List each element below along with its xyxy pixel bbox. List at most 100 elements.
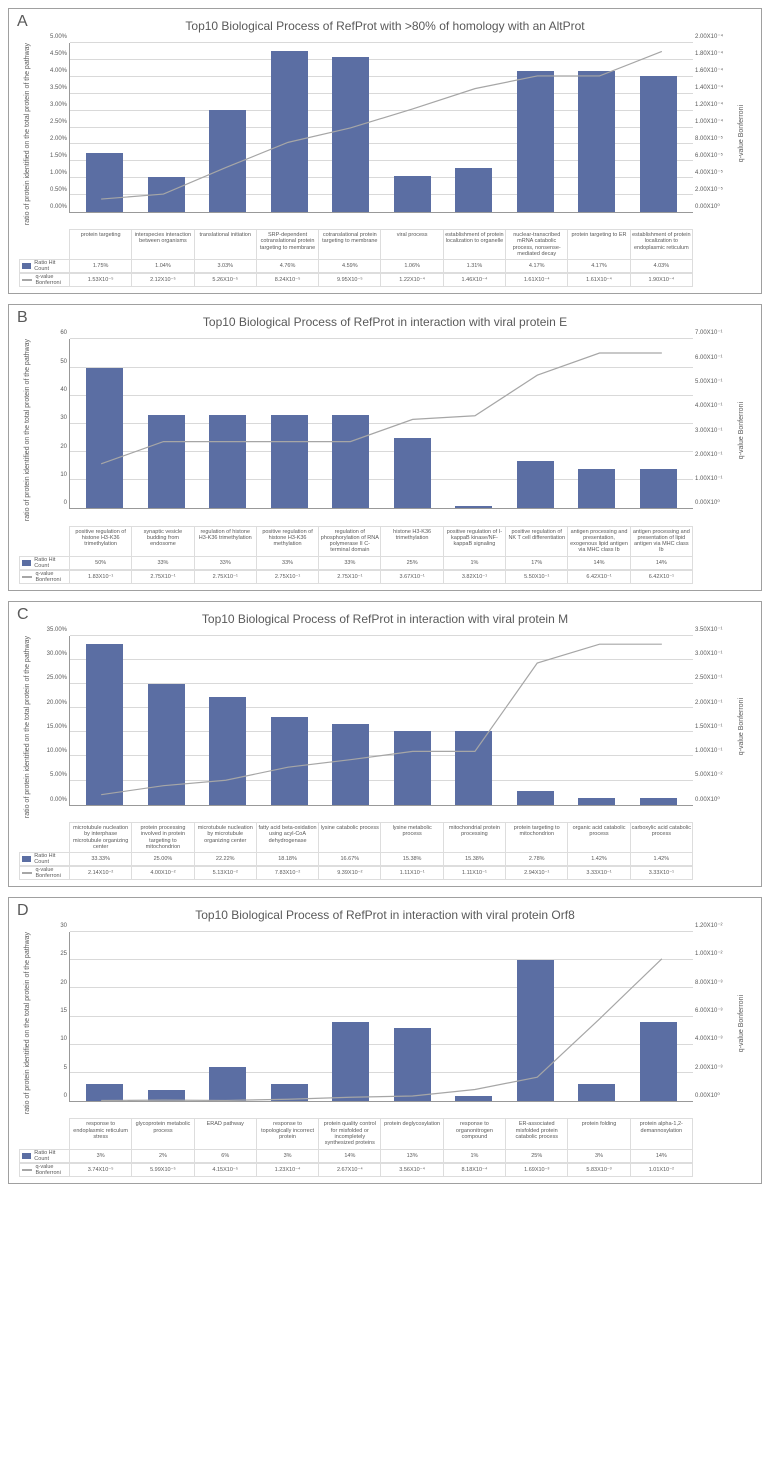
- q-value: 5.26X10⁻⁵: [194, 273, 256, 287]
- q-value: 6.42X10⁻¹: [630, 570, 693, 584]
- category-label: carboxylic acid catabolic process: [630, 822, 693, 852]
- q-value: 3.33X10⁻¹: [567, 866, 629, 880]
- y-right-tick: 6.00X10⁻¹: [695, 355, 723, 361]
- category-label: positive regulation of histone H3-K36 me…: [256, 526, 318, 556]
- panels-container: ATop10 Biological Process of RefProt wit…: [8, 8, 762, 1184]
- q-value: 1.46X10⁻⁴: [443, 273, 505, 287]
- q-value: 1.69X10⁻³: [505, 1163, 567, 1177]
- ratio-value: 3%: [256, 1149, 318, 1163]
- y-right-tick: 6.00X10⁻⁵: [695, 153, 723, 159]
- panel-letter: C: [17, 606, 29, 624]
- category-label: translational initiation: [194, 229, 256, 259]
- y-right-tick: 2.00X10⁻³: [695, 1065, 723, 1071]
- y-left-tick: 35.00%: [47, 627, 67, 633]
- category-label: positive regulation of histone H3-K36 tr…: [69, 526, 131, 556]
- ratio-value: 33%: [318, 556, 380, 570]
- category-label: protein targeting to mitochondrion: [505, 822, 567, 852]
- y-left-tick: 0.50%: [50, 187, 67, 193]
- y-right-tick: 6.00X10⁻³: [695, 1008, 723, 1014]
- category-label: ER-associated misfolded protein cataboli…: [505, 1118, 567, 1148]
- category-label: cotranslational protein targeting to mem…: [318, 229, 380, 259]
- category-label: establishment of protein localization to…: [630, 229, 693, 259]
- legend-ratio: Ratio Hit Count: [19, 852, 69, 866]
- ratio-value: 4.17%: [567, 259, 629, 273]
- ratio-value: 14%: [318, 1149, 380, 1163]
- category-label: protein quality control for misfolded or…: [318, 1118, 380, 1148]
- q-value: 2.12X10⁻⁵: [131, 273, 193, 287]
- q-value: 5.83X10⁻³: [567, 1163, 629, 1177]
- y-right-tick: 1.00X10⁻²: [695, 951, 723, 957]
- category-label: positive regulation of NK T cell differe…: [505, 526, 567, 556]
- ratio-value: 2%: [131, 1149, 193, 1163]
- y-left-tick: 40: [60, 387, 67, 393]
- plot-area: [69, 636, 693, 806]
- y-left-tick: 20: [60, 444, 67, 450]
- y-left-tick: 1.00%: [50, 170, 67, 176]
- q-value: 8.18X10⁻⁴: [443, 1163, 505, 1177]
- y-right-tick: 8.00X10⁻⁵: [695, 136, 723, 142]
- category-label: regulation of histone H3-K36 trimethylat…: [194, 526, 256, 556]
- q-value: 1.53X10⁻⁵: [69, 273, 131, 287]
- category-label: SRP-dependent cotranslational protein ta…: [256, 229, 318, 259]
- y-right-tick: 0.00X10⁰: [695, 797, 720, 803]
- ratio-value: 1.75%: [69, 259, 131, 273]
- y-right-tick: 1.40X10⁻⁴: [695, 85, 723, 91]
- q-value: 8.24X10⁻⁵: [256, 273, 318, 287]
- category-label: interspecies interaction between organis…: [131, 229, 193, 259]
- ratio-value: 14%: [630, 1149, 693, 1163]
- panel-letter: A: [17, 13, 28, 31]
- ratio-value: 1.31%: [443, 259, 505, 273]
- y-right-tick: 1.80X10⁻⁴: [695, 51, 723, 57]
- category-label: antigen processing and presentation, exo…: [567, 526, 629, 556]
- ratio-value: 50%: [69, 556, 131, 570]
- q-value: 1.23X10⁻⁴: [256, 1163, 318, 1177]
- q-value: 9.95X10⁻⁵: [318, 273, 380, 287]
- category-label: response to organonitrogen compound: [443, 1118, 505, 1148]
- y-right-tick: 5.00X10⁻²: [695, 772, 723, 778]
- y-left-tick: 4.00%: [50, 68, 67, 74]
- legend-qvalue: q-value Bonferroni: [19, 273, 69, 287]
- ratio-value: 25%: [505, 1149, 567, 1163]
- category-label: protein processing involved in protein t…: [131, 822, 193, 852]
- category-label: mitochondrial protein processing: [443, 822, 505, 852]
- legend-ratio: Ratio Hit Count: [19, 1149, 69, 1163]
- category-label: protein deglycosylation: [380, 1118, 442, 1148]
- category-label: histone H3-K36 trimethylation: [380, 526, 442, 556]
- chart-panel-C: CTop10 Biological Process of RefProt in …: [8, 601, 762, 887]
- q-value: 2.75X10⁻¹: [318, 570, 380, 584]
- y-left-tick: 2.00%: [50, 136, 67, 142]
- y-left-tick: 0.00%: [50, 797, 67, 803]
- y-right-tick: 4.00X10⁻⁵: [695, 170, 723, 176]
- y-right-tick: 0.00X10⁰: [695, 1093, 720, 1099]
- plot-area: [69, 932, 693, 1102]
- line-chart: [70, 339, 693, 508]
- category-label: response to endoplasmic reticulum stress: [69, 1118, 131, 1148]
- ratio-value: 25.00%: [131, 852, 193, 866]
- ratio-value: 15.38%: [380, 852, 442, 866]
- y-right-tick: 0.00X10⁰: [695, 204, 720, 210]
- chart-title: Top10 Biological Process of RefProt with…: [19, 19, 751, 33]
- category-label: protein targeting: [69, 229, 131, 259]
- ratio-value: 1.42%: [567, 852, 629, 866]
- y-right-tick: 2.00X10⁻¹: [695, 452, 723, 458]
- y-left-tick: 10: [60, 1036, 67, 1042]
- y-left-tick: 4.50%: [50, 51, 67, 57]
- ratio-value: 33.33%: [69, 852, 131, 866]
- category-label: antigen processing and presentation of l…: [630, 526, 693, 556]
- y-left-tick: 25: [60, 951, 67, 957]
- q-value: 5.13X10⁻²: [194, 866, 256, 880]
- category-label: lysine metabolic process: [380, 822, 442, 852]
- y-axis-left-label: ratio of protein identified on the total…: [24, 636, 32, 818]
- y-axis-right-label: q-value Bonferroni: [738, 105, 746, 162]
- q-value: 5.99X10⁻⁵: [131, 1163, 193, 1177]
- y-axis-right-label: q-value Bonferroni: [738, 402, 746, 459]
- y-right-tick: 2.50X10⁻¹: [695, 675, 723, 681]
- y-right-tick: 5.00X10⁻¹: [695, 379, 723, 385]
- q-value: 2.14X10⁻²: [69, 866, 131, 880]
- chart-title: Top10 Biological Process of RefProt in i…: [19, 612, 751, 626]
- y-left-tick: 5: [64, 1065, 67, 1071]
- y-left-tick: 30.00%: [47, 651, 67, 657]
- category-label: protein targeting to ER: [567, 229, 629, 259]
- category-label: nuclear-transcribed mRNA catabolic proce…: [505, 229, 567, 259]
- q-value: 3.67X10⁻¹: [380, 570, 442, 584]
